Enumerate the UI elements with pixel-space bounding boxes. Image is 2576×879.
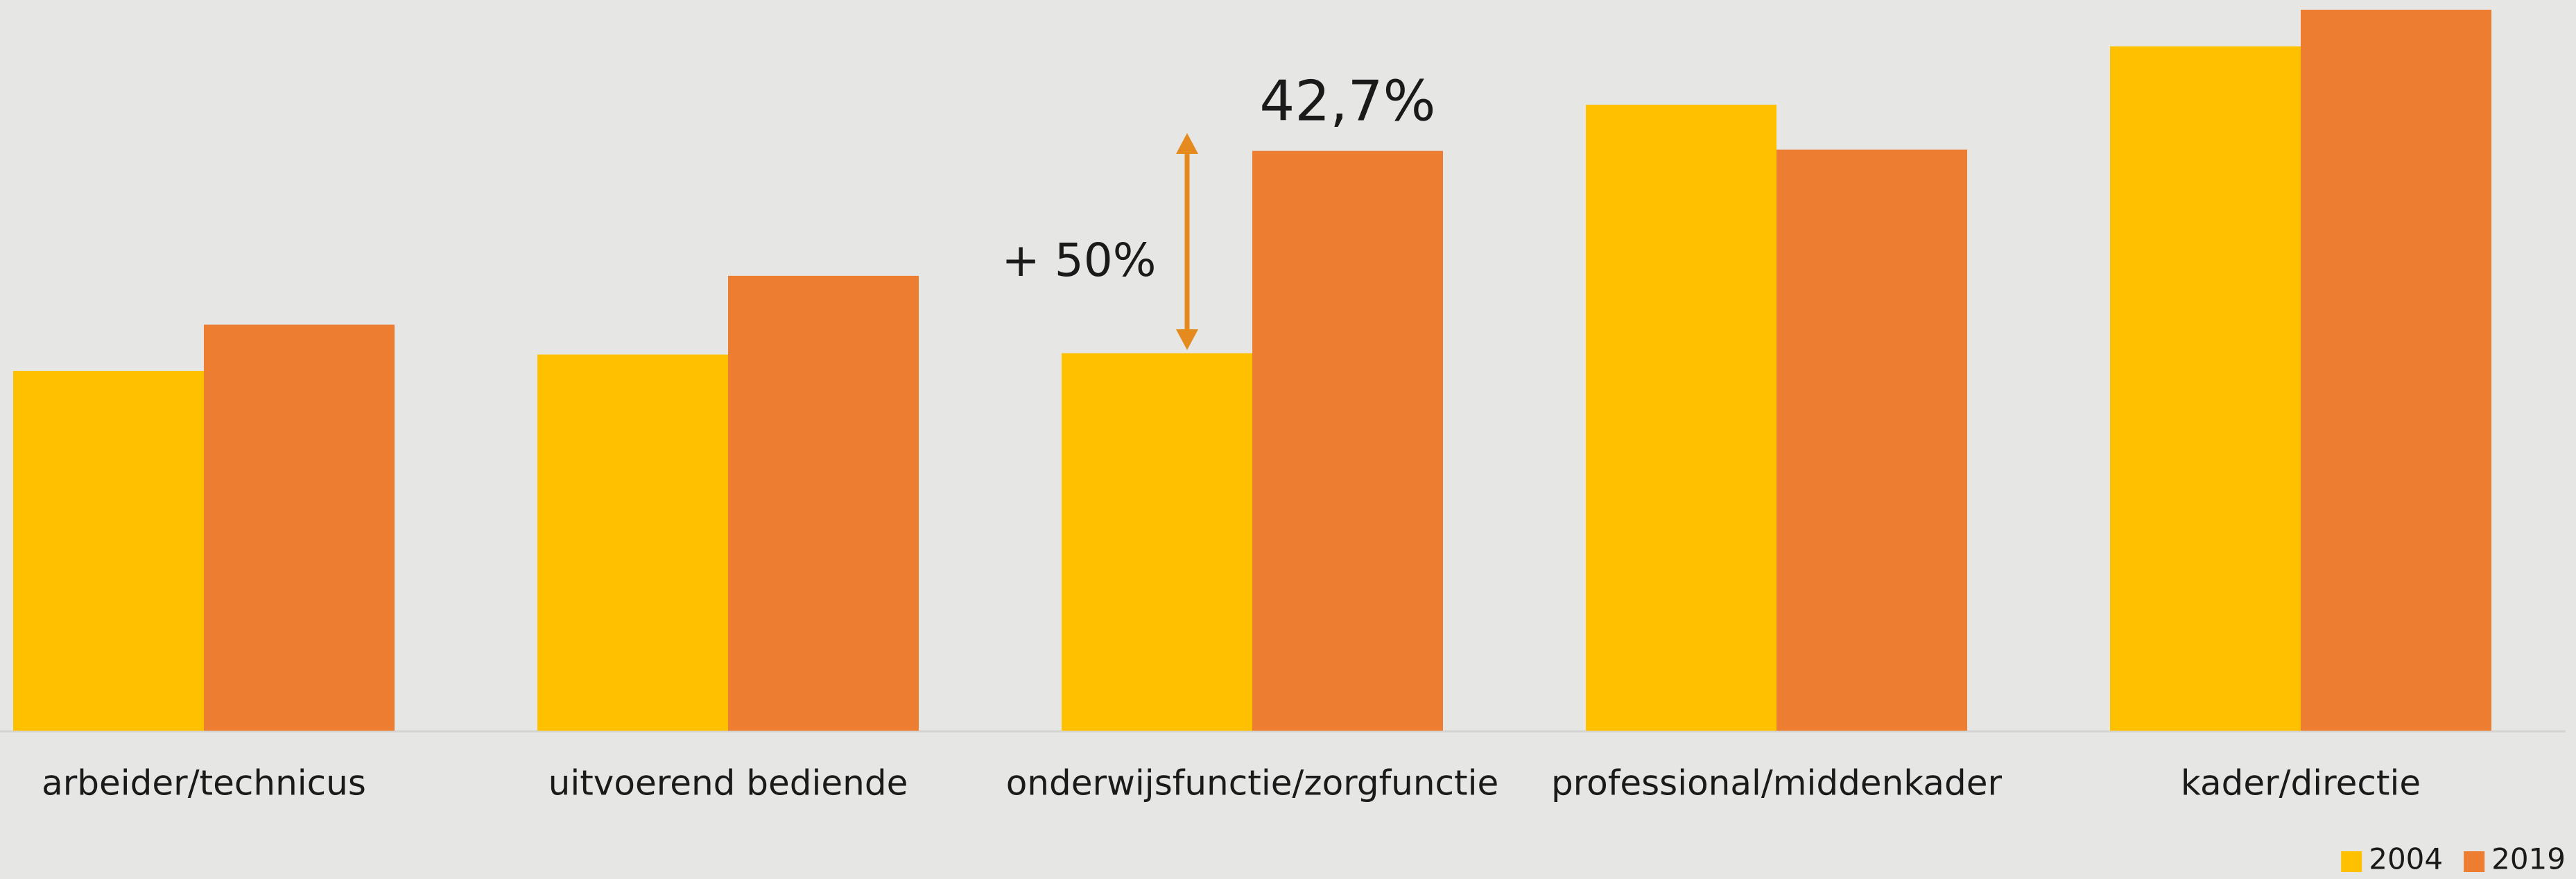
legend-swatch bbox=[2464, 851, 2484, 872]
x-tick-label: professional/middenkader bbox=[1551, 763, 2003, 803]
legend-label: 2019 bbox=[2491, 842, 2566, 876]
bar bbox=[537, 354, 728, 731]
bar bbox=[1252, 151, 1443, 731]
legend-swatch bbox=[2341, 851, 2362, 872]
x-tick-label: uitvoerend bediende bbox=[548, 763, 908, 803]
bar bbox=[2301, 10, 2491, 731]
chart: + 50% arbeider/technicus uitvoerend bedie… bbox=[0, 0, 2576, 879]
bar bbox=[204, 324, 395, 731]
x-tick-label: onderwijsfunctie/zorgfunctie bbox=[1006, 763, 1499, 803]
bar bbox=[1586, 105, 1777, 731]
bar bbox=[13, 371, 204, 731]
data-label: 42,7% bbox=[1259, 69, 1435, 134]
x-tick-label: arbeider/technicus bbox=[42, 763, 366, 803]
bar bbox=[728, 276, 919, 731]
x-tick-label: kader/directie bbox=[2181, 763, 2421, 803]
bar bbox=[1777, 150, 1967, 731]
legend-label: 2004 bbox=[2369, 842, 2443, 876]
bar bbox=[1062, 354, 1252, 731]
annotation: + 50% bbox=[1002, 234, 1157, 287]
bar bbox=[2110, 46, 2301, 731]
